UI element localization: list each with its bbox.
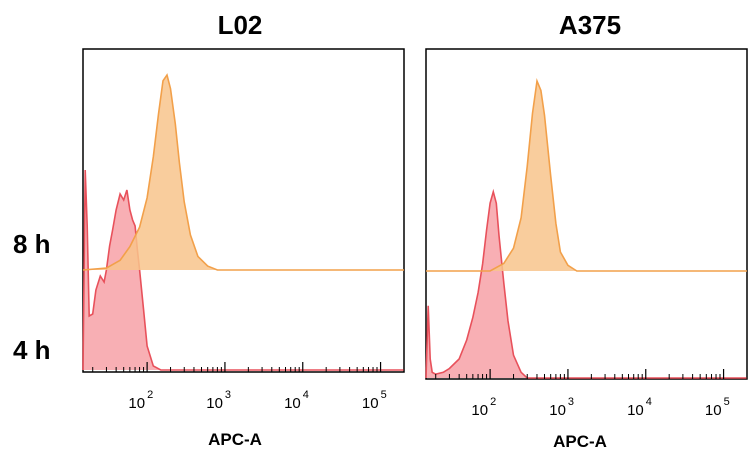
tick-label-exponent: 2 bbox=[490, 396, 496, 408]
tick-label-exponent: 2 bbox=[147, 389, 153, 401]
tick-label-exponent: 5 bbox=[724, 396, 730, 408]
panel-title-l02: L02 bbox=[217, 10, 263, 40]
tick-label-exponent: 5 bbox=[381, 389, 387, 401]
tick-label: 10 bbox=[128, 395, 145, 412]
series-line-4h bbox=[425, 188, 747, 379]
panel-title-a375: A375 bbox=[558, 10, 622, 40]
x-axis-label-a375: APC-A bbox=[553, 432, 607, 451]
tick-label-exponent: 4 bbox=[303, 389, 309, 401]
tick-label: 10 bbox=[705, 402, 722, 419]
series-area-4h bbox=[83, 170, 404, 370]
tick-label-exponent: 3 bbox=[568, 396, 574, 408]
row-label-4h: 4 h bbox=[13, 335, 51, 365]
tick-label: 10 bbox=[206, 395, 223, 412]
tick-label: 10 bbox=[284, 395, 301, 412]
tick-label: 10 bbox=[362, 395, 379, 412]
series-line-4h bbox=[82, 169, 404, 371]
tick-label: 10 bbox=[627, 402, 644, 419]
row-label-8h: 8 h bbox=[13, 229, 51, 259]
series-area-4h bbox=[426, 191, 747, 378]
x-axis-label-l02: APC-A bbox=[208, 430, 262, 449]
tick-label-exponent: 3 bbox=[225, 389, 231, 401]
tick-label-exponent: 4 bbox=[646, 396, 652, 408]
tick-label: 10 bbox=[471, 402, 488, 419]
series-area-8h bbox=[83, 75, 404, 270]
series-line-8h bbox=[82, 73, 404, 271]
series-line-8h bbox=[426, 77, 747, 272]
tick-label: 10 bbox=[549, 402, 566, 419]
